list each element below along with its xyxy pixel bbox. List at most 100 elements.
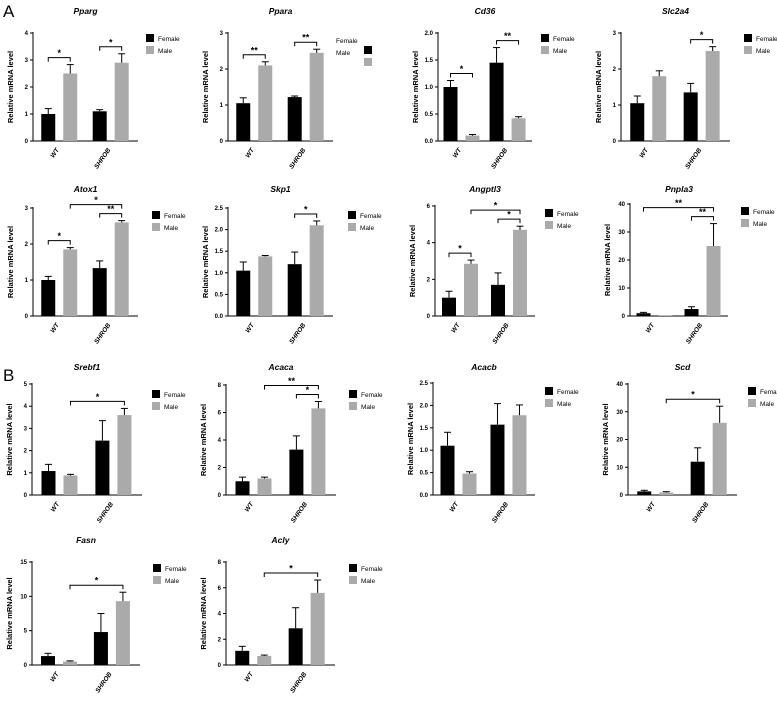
legend-swatch-male — [545, 221, 553, 229]
x-tick-label: SHROB — [93, 147, 112, 170]
y-tick-label: 4 — [427, 241, 431, 247]
y-tick-label: 5 — [24, 629, 28, 635]
y-tick-label: 40 — [618, 202, 625, 208]
y-tick-label: 1.5 — [425, 58, 434, 64]
significance-marker: * — [700, 30, 704, 40]
legend-swatch-male — [364, 58, 372, 66]
bar-wt-male — [63, 661, 77, 665]
legend-swatch-male — [349, 576, 357, 584]
bar-shrob-female — [287, 264, 302, 316]
significance-bracket — [99, 46, 123, 51]
legend-label-female: Female — [164, 392, 186, 399]
bar-wt-female — [41, 656, 55, 665]
y-axis-label: Relative mRNA level — [601, 403, 610, 475]
x-tick-label: SHROB — [94, 671, 113, 694]
legend-label-female: Female — [756, 36, 777, 43]
legend-swatch-female — [146, 34, 154, 42]
y-tick-label: 20 — [616, 438, 623, 444]
legend-swatch-female — [364, 46, 372, 54]
x-tick-label: WT — [450, 321, 462, 334]
y-tick-label: 0 — [25, 139, 29, 145]
bar-shrob-male — [712, 422, 727, 495]
legend-swatch-male — [348, 223, 356, 231]
chart-title: Scd — [675, 362, 691, 372]
legend-label-female: Female — [361, 566, 383, 573]
y-tick-label: 4 — [218, 438, 222, 444]
x-tick-label: WT — [244, 146, 256, 159]
x-tick-label: WT — [50, 500, 62, 513]
significance-bracket — [69, 584, 124, 590]
bar-wt-female — [41, 114, 56, 141]
bar-shrob-male — [310, 592, 325, 665]
y-tick-label: 2 — [613, 67, 617, 73]
y-tick-label: 0 — [622, 314, 626, 320]
bar-wt-female — [41, 280, 56, 316]
bar-wt-male — [257, 478, 272, 495]
y-tick-label: 0 — [24, 663, 28, 669]
legend-label-male: Male — [164, 225, 178, 232]
x-tick-label: SHROB — [288, 322, 307, 345]
chart-title: Acacb — [470, 362, 497, 372]
significance-marker: * — [57, 48, 61, 58]
significance-bracket — [70, 400, 125, 406]
significance-marker: * — [460, 64, 464, 74]
bar-shrob-male — [513, 229, 527, 316]
y-axis-label: Relative mRNA level — [603, 224, 612, 296]
significance-bracket — [263, 572, 319, 578]
chart-title: Acly — [271, 535, 291, 545]
y-tick-label: 0 — [613, 139, 617, 145]
y-axis-label: Relative mRNA level — [201, 226, 210, 298]
chart-title: Acaca — [267, 362, 293, 372]
chart-pparg: Pparg Relative mRNA level 0 1 2 3 4 WT SHROB * * Fe… — [6, 6, 180, 170]
x-tick-label: SHROB — [491, 322, 510, 345]
chart-title: Pparg — [73, 6, 98, 16]
legend-swatch-male — [741, 219, 749, 227]
significance-marker: * — [458, 244, 462, 254]
significance-marker: ** — [675, 198, 683, 208]
bar-wt-male — [464, 263, 478, 316]
y-tick-label: 3 — [613, 31, 617, 37]
bar-wt-male — [63, 475, 78, 495]
chart-acly: Acly Relative mRNA level 0 2 4 6 8 WT SHROB * Fema… — [199, 535, 383, 694]
x-tick-label: WT — [49, 146, 61, 159]
y-tick-label: 1 — [24, 471, 28, 477]
legend-swatch-female — [349, 564, 357, 572]
y-tick-label: 1.5 — [420, 426, 429, 432]
chart-title: Angptl3 — [468, 184, 501, 194]
bar-wt-female — [41, 471, 56, 495]
bar-shrob-female — [491, 284, 505, 316]
chart-skp1: Skp1 Relative mRNA level 0.0 0.5 1.0 1.5 2.0 2.… — [201, 184, 382, 345]
bar-shrob-female — [95, 440, 110, 495]
y-axis-label: Relative mRNA level — [6, 51, 15, 123]
significance-bracket — [643, 207, 715, 212]
bar-wt-female — [637, 491, 652, 495]
legend-swatch-male — [146, 46, 154, 54]
legend-label-male: Male — [361, 404, 375, 411]
chart-pnpla3: Pnpla3 Relative mRNA level 0 10 20 30 40 WT SHRO… — [603, 184, 775, 345]
legend-swatch-female — [744, 34, 752, 42]
significance-bracket — [470, 209, 521, 215]
y-tick-label: 0 — [25, 314, 29, 320]
y-axis-label: Relative mRNA level — [408, 225, 417, 297]
y-tick-label: 40 — [616, 382, 623, 388]
y-tick-label: 2.5 — [215, 206, 224, 212]
y-tick-label: 2 — [218, 466, 222, 472]
legend-label-male: Male — [756, 48, 770, 55]
bar-shrob-female — [289, 449, 304, 495]
legend-label-female: Female — [557, 211, 579, 218]
bar-wt-male — [257, 655, 272, 665]
significance-bracket — [294, 41, 318, 47]
significance-marker: * — [691, 390, 695, 400]
legend-label-female: Female — [336, 38, 358, 45]
significance-marker: * — [289, 564, 293, 574]
y-tick-label: 0.0 — [425, 139, 434, 145]
significance-marker: * — [494, 201, 498, 211]
chart-ppara: Ppara Relative mRNA level 0 1 2 3 WT SHROB ** ** F… — [201, 6, 372, 170]
bar-shrob-female — [684, 309, 699, 316]
chart-slc2a4: Slc2a4 Relative mRNA level 0 1 2 3 WT SHROB * Fem… — [594, 6, 777, 170]
significance-bracket — [496, 40, 520, 45]
bar-shrob-male — [114, 222, 129, 316]
legend-label-female: Female — [165, 566, 187, 573]
legend-swatch-male — [152, 223, 160, 231]
legend-swatch-female — [748, 387, 756, 395]
